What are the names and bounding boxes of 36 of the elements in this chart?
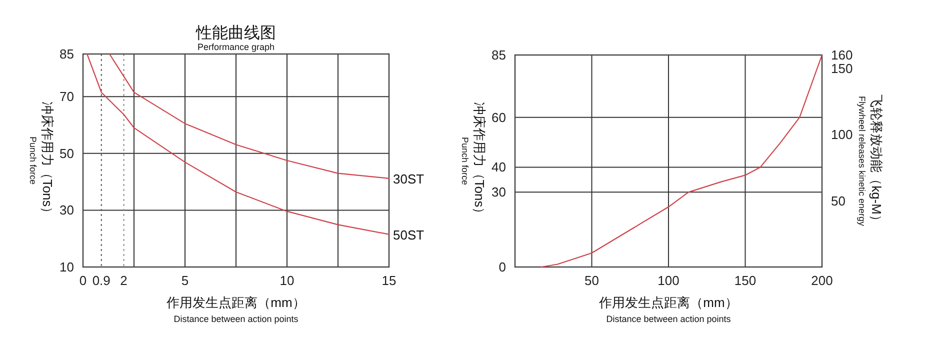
y2-tick-label: 100 bbox=[831, 127, 853, 142]
y-tick-label: 10 bbox=[60, 260, 74, 274]
x-tick-label: 10 bbox=[280, 273, 294, 288]
series-label: 50ST bbox=[393, 227, 424, 242]
y-tick-label: 30 bbox=[492, 184, 506, 200]
y-tick-label: 85 bbox=[492, 48, 506, 62]
y-tick-label: 50 bbox=[60, 146, 74, 161]
y2-axis-title: 飞轮释放动能（kg-M） Flywheel releases kinetic energy bbox=[857, 94, 884, 228]
y-tick-label: 40 bbox=[492, 160, 506, 175]
y-tick-label: 85 bbox=[60, 46, 74, 62]
y2-tick-label: 150 bbox=[831, 60, 853, 76]
x-tick-label: 0 bbox=[79, 273, 87, 288]
chart-title: 性能曲线图 bbox=[195, 24, 276, 42]
y2-tick-label: 160 bbox=[831, 48, 853, 62]
x-tick-label: 200 bbox=[811, 273, 833, 288]
y-tick-label: 60 bbox=[492, 110, 506, 125]
chart-subtitle: Performance graph bbox=[197, 42, 275, 52]
x-tick-label: 15 bbox=[382, 273, 396, 288]
x-axis-title: 作用发生点距离（mm） Distance between action points bbox=[166, 295, 306, 324]
x-tick-label: 2 bbox=[120, 273, 128, 288]
y-axis-title: 冲床作用力（Tons） Punch force bbox=[460, 102, 487, 220]
series-label: 30ST bbox=[393, 171, 424, 186]
x-tick-label: 100 bbox=[658, 273, 680, 288]
x-tick-label: 5 bbox=[181, 273, 189, 288]
x-tick-label: 0.9 bbox=[92, 273, 110, 288]
line-series bbox=[108, 53, 390, 179]
y-tick-label: 30 bbox=[60, 202, 74, 218]
x-tick-label: 50 bbox=[584, 273, 599, 288]
y2-tick-label: 50 bbox=[831, 193, 846, 208]
y-tick-label: 0 bbox=[498, 260, 506, 274]
y-axis-title: 冲床作用力（Tons） Punch force bbox=[28, 101, 55, 220]
y-tick-label: 70 bbox=[60, 89, 74, 104]
x-axis-title: 作用发生点距离（mm） Distance between action points bbox=[598, 295, 738, 324]
x-tick-label: 150 bbox=[734, 273, 756, 288]
line-series bbox=[86, 53, 390, 235]
line-series bbox=[540, 54, 823, 268]
